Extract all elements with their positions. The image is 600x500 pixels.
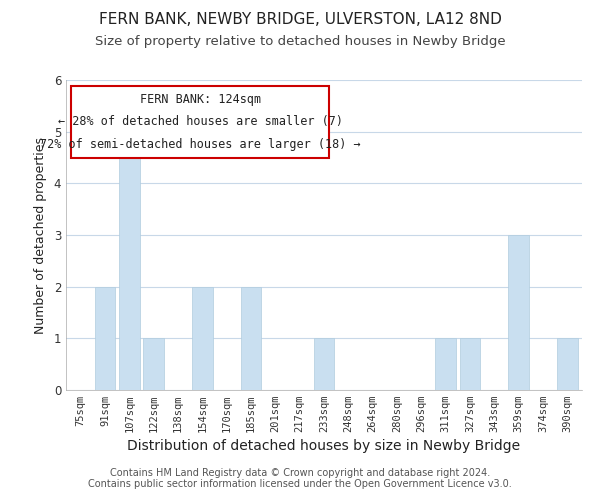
Text: ← 28% of detached houses are smaller (7): ← 28% of detached houses are smaller (7) [58, 116, 343, 128]
Bar [314, 338, 334, 390]
FancyBboxPatch shape [71, 86, 329, 158]
X-axis label: Distribution of detached houses by size in Newby Bridge: Distribution of detached houses by size … [127, 440, 521, 454]
Bar [436, 338, 456, 390]
Bar [119, 132, 140, 390]
Text: Contains HM Land Registry data © Crown copyright and database right 2024.: Contains HM Land Registry data © Crown c… [110, 468, 490, 477]
Y-axis label: Number of detached properties: Number of detached properties [34, 136, 47, 334]
Bar [557, 338, 578, 390]
Text: FERN BANK, NEWBY BRIDGE, ULVERSTON, LA12 8ND: FERN BANK, NEWBY BRIDGE, ULVERSTON, LA12… [98, 12, 502, 28]
Text: Contains public sector information licensed under the Open Government Licence v3: Contains public sector information licen… [88, 479, 512, 489]
Bar [143, 338, 164, 390]
Bar [95, 286, 115, 390]
Text: FERN BANK: 124sqm: FERN BANK: 124sqm [140, 92, 261, 106]
Text: 72% of semi-detached houses are larger (18) →: 72% of semi-detached houses are larger (… [40, 138, 361, 151]
Bar [241, 286, 262, 390]
Bar [460, 338, 481, 390]
Text: Size of property relative to detached houses in Newby Bridge: Size of property relative to detached ho… [95, 35, 505, 48]
Bar [508, 235, 529, 390]
Bar [192, 286, 212, 390]
